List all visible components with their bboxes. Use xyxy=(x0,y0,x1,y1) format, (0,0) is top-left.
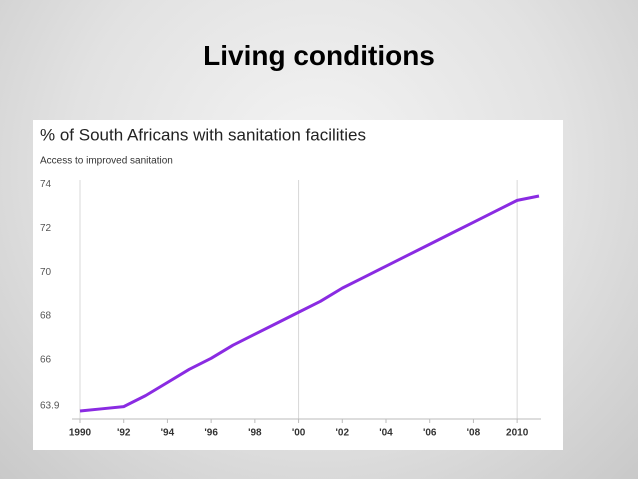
data-line xyxy=(79,194,540,413)
y-tick-label: 70 xyxy=(40,267,52,278)
y-tick-label: 68 xyxy=(40,311,52,322)
x-tick-label: '96 xyxy=(204,428,218,439)
y-tick-label: 63.9 xyxy=(40,401,60,412)
y-tick-label: 74 xyxy=(40,179,52,190)
slide-title: Living conditions xyxy=(203,40,435,71)
x-tick-label: '00 xyxy=(292,428,306,439)
x-tick-label: '06 xyxy=(423,428,437,439)
y-tick-label: 72 xyxy=(40,223,52,234)
x-tick-label: 1990 xyxy=(69,428,92,439)
chart-background xyxy=(33,120,563,450)
x-tick-label: '08 xyxy=(467,428,481,439)
y-tick-label: 66 xyxy=(40,355,52,366)
x-tick-label: '92 xyxy=(117,428,131,439)
x-tick-label: '94 xyxy=(161,428,175,439)
chart-title: % of South Africans with sanitation faci… xyxy=(40,125,366,144)
x-tick-label: '98 xyxy=(248,428,262,439)
chart-subtitle: Access to improved sanitation xyxy=(40,156,173,167)
x-tick-label: '02 xyxy=(336,428,350,439)
x-tick-label: 2010 xyxy=(506,428,529,439)
x-tick-label: '04 xyxy=(379,428,393,439)
